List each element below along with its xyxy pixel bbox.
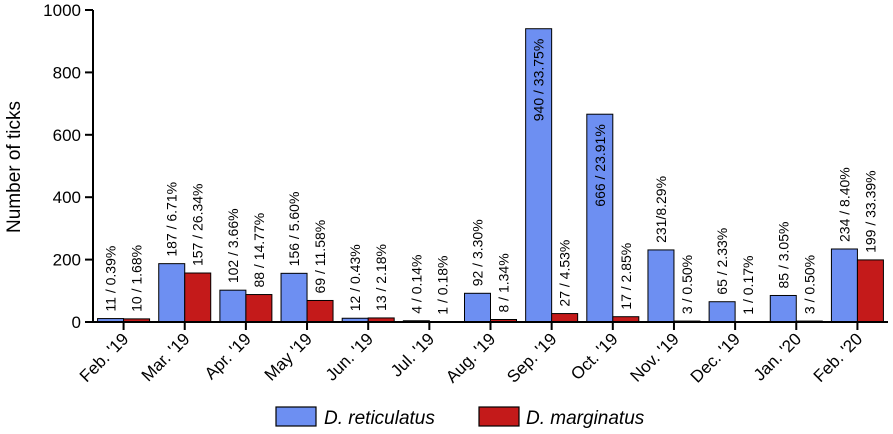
data-label-marginatus-2: 88 / 14.77%	[251, 213, 267, 288]
data-labels-group: 11 / 0.39% 10 / 1.68% 187 / 6.71% 157 / 26.…	[103, 39, 879, 315]
data-label-reticulatus-4: 12 / 0.43%	[347, 244, 363, 311]
data-label-reticulatus-10: 65 / 2.33%	[714, 228, 730, 295]
legend-swatch-reticulatus	[275, 406, 317, 427]
data-label-marginatus-8: 17 / 2.85%	[618, 243, 634, 310]
y-axis-label: Number of ticks	[4, 101, 25, 233]
data-label-reticulatus-6: 92 / 3.30%	[470, 219, 486, 286]
x-tick-label: Jun. '19	[322, 329, 377, 384]
x-tick-label: Mar. '19	[138, 329, 194, 385]
x-tick-label: Oct. '19	[567, 329, 621, 383]
bars-group	[97, 28, 884, 323]
y-tick-label: 400	[53, 188, 81, 207]
bar-marginatus-7	[551, 313, 579, 323]
y-tick-label: 1000	[43, 1, 81, 20]
y-tick-label: 800	[53, 63, 81, 82]
bar-reticulatus-3	[280, 272, 308, 323]
data-label-reticulatus-3: 156 / 5.60%	[286, 192, 302, 267]
data-label-marginatus-5: 1 / 0.18%	[434, 256, 450, 315]
data-label-reticulatus-5: 4 / 0.14%	[408, 255, 424, 314]
bar-reticulatus-6	[464, 292, 491, 323]
data-label-marginatus-11: 3 / 0.50%	[801, 255, 817, 314]
data-label-reticulatus-7: 940 / 33.75%	[531, 39, 547, 122]
x-axis-ticks: Feb. '19 Mar. '19 Apr. '19 May '19 Jun. '19 J…	[76, 322, 866, 387]
bar-marginatus-12	[856, 259, 884, 323]
data-label-marginatus-9: 3 / 0.50%	[679, 255, 695, 314]
bar-reticulatus-7	[525, 28, 553, 323]
data-label-reticulatus-8: 666 / 23.91%	[592, 124, 608, 207]
data-label-reticulatus-0: 11 / 0.39%	[103, 246, 119, 312]
x-tick-label: Nov. '19	[627, 329, 683, 385]
x-tick-label: May '19	[261, 329, 316, 384]
data-label-marginatus-3: 69 / 11.58%	[312, 220, 328, 294]
y-tick-label: 200	[53, 251, 81, 270]
data-label-marginatus-6: 8 / 1.34%	[496, 253, 512, 312]
x-tick-label: Dec. '19	[687, 329, 744, 386]
data-label-marginatus-10: 1 / 0.17%	[740, 256, 756, 315]
x-tick-label: Feb. '20	[810, 329, 867, 386]
legend: D. reticulatus D. marginatus	[275, 406, 645, 429]
data-label-reticulatus-9: 231/8.29%	[653, 176, 669, 243]
data-label-reticulatus-11: 85 / 3.05%	[775, 222, 791, 289]
bar-reticulatus-1	[158, 263, 186, 323]
data-label-marginatus-12: 199 / 33.39%	[862, 170, 878, 253]
data-label-marginatus-4: 13 / 2.18%	[373, 244, 389, 311]
x-tick-label: Feb. '19	[76, 329, 133, 386]
legend-label-reticulatus: D. reticulatus	[324, 408, 435, 429]
data-label-reticulatus-12: 234 / 8.40%	[836, 167, 852, 242]
y-axis-ticks: 0 200 400 600 800 1000	[43, 1, 93, 332]
x-tick-label: Jan. '20	[750, 329, 805, 384]
x-tick-label: Sep. '19	[503, 329, 560, 386]
bar-reticulatus-10	[708, 301, 736, 323]
data-label-marginatus-1: 157 / 26.34%	[190, 184, 206, 267]
x-tick-label: Aug. '19	[442, 329, 499, 386]
legend-swatch-marginatus	[478, 406, 520, 427]
bar-marginatus-2	[245, 294, 273, 323]
bar-reticulatus-12	[830, 248, 858, 323]
bar-reticulatus-2	[219, 289, 247, 323]
bar-marginatus-1	[184, 272, 212, 323]
data-label-marginatus-7: 27 / 4.53%	[557, 240, 573, 307]
legend-label-marginatus: D. marginatus	[526, 408, 645, 429]
data-label-marginatus-0: 10 / 1.68%	[129, 245, 145, 312]
y-tick-label: 0	[72, 313, 81, 332]
x-tick-label: Jul. '19	[387, 329, 438, 380]
data-label-reticulatus-1: 187 / 6.71%	[164, 182, 180, 257]
x-tick-label: Apr. '19	[201, 329, 255, 383]
bar-marginatus-3	[306, 299, 334, 323]
bar-reticulatus-9	[647, 249, 675, 323]
bar-reticulatus-11	[769, 294, 797, 323]
data-label-reticulatus-2: 102 / 3.66%	[225, 208, 241, 283]
y-tick-label: 600	[53, 126, 81, 145]
